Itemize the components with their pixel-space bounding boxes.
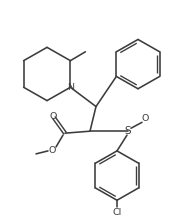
Text: N: N — [67, 83, 74, 92]
Text: O: O — [48, 146, 56, 155]
Text: O: O — [141, 114, 149, 123]
Text: S: S — [125, 126, 131, 136]
Text: O: O — [49, 112, 57, 121]
Text: Cl: Cl — [112, 208, 122, 217]
